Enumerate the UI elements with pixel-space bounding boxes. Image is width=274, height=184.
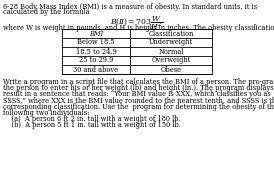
Text: Normal: Normal [158,47,184,56]
Text: SSSS,” where XXX is the BMI value rounded to the nearest tenth, and SSSS is the: SSSS,” where XXX is the BMI value rounde… [3,97,274,105]
Text: Underweight: Underweight [149,38,193,47]
Text: where W is weight in pounds, and H is height in inches. The obesity classificati: where W is weight in pounds, and H is he… [3,24,274,32]
Text: 18.5 to 24.9: 18.5 to 24.9 [76,47,116,56]
Text: the person to enter his or her weight (lb) and height (in.). The program display: the person to enter his or her weight (l… [3,84,274,92]
Text: Overweight: Overweight [151,56,191,65]
Text: (b)  A person 5 ft 1 in. tall with a weight of 150 lb.: (b) A person 5 ft 1 in. tall with a weig… [3,121,181,129]
Text: 6-28 Body Mass Index (BMI) is a measure of obesity. In standard units, it is: 6-28 Body Mass Index (BMI) is a measure … [3,3,257,11]
Text: $\mathit{B(I\!I)} = 703\dfrac{W}{H^2}$: $\mathit{B(I\!I)} = 703\dfrac{W}{H^2}$ [110,14,164,32]
Text: corresponding classification. Use the  program for determining the obesity of th: corresponding classification. Use the pr… [3,103,274,111]
Text: (a)  A person 6 ft 2 in. tall with a weight of 180 lb.: (a) A person 6 ft 2 in. tall with a weig… [3,115,181,123]
Bar [62,29,212,74]
Text: calculated by the formula: calculated by the formula [3,8,90,17]
Text: 30 and above: 30 and above [73,66,119,73]
Text: Obese: Obese [161,66,182,73]
Text: following two individuals:: following two individuals: [3,109,89,117]
Text: Classification: Classification [148,29,194,38]
Text: Write a program in a script file that calculates the BMI of a person. The pro-gr: Write a program in a script file that ca… [3,78,274,86]
Text: Below 18.5: Below 18.5 [77,38,115,47]
Text: BMI: BMI [89,29,103,38]
Text: 25 to 29.9: 25 to 29.9 [79,56,113,65]
Text: result in a sentence that reads: “Your BMI value is XXX, which classifies you as: result in a sentence that reads: “Your B… [3,90,271,98]
